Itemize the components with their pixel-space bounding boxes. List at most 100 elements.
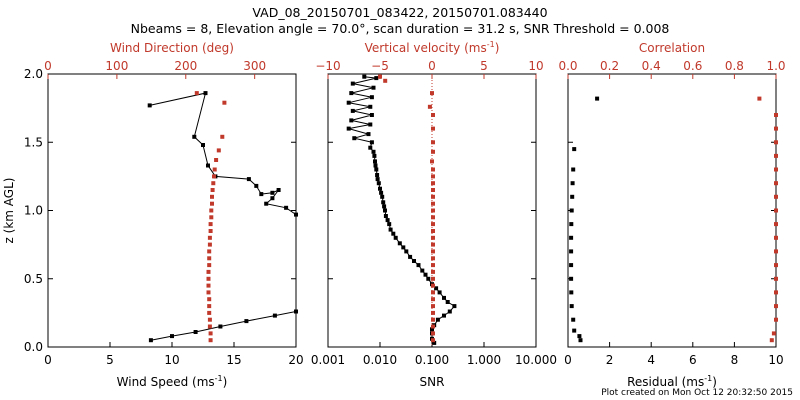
data-point (426, 276, 431, 281)
bottom-tick-label: 0 (44, 353, 52, 367)
data-point (375, 173, 380, 177)
bottom-axis-label: SNR (420, 375, 445, 389)
y-tick-label: 0.5 (24, 272, 43, 286)
data-point (431, 249, 435, 254)
data-point (209, 215, 214, 220)
top-tick-label: 100 (105, 59, 128, 73)
series-line-wind-speed (149, 92, 297, 341)
data-point (383, 214, 388, 218)
data-point (209, 208, 214, 213)
data-point (774, 167, 778, 172)
data-point (431, 256, 435, 261)
data-point (774, 126, 778, 131)
data-point (431, 263, 435, 268)
data-point (207, 310, 212, 315)
data-point (147, 103, 152, 108)
data-point (210, 194, 214, 199)
data-point (442, 313, 446, 318)
y-tick-label: 1.5 (24, 135, 43, 149)
data-point (769, 338, 774, 343)
data-point (170, 334, 174, 339)
data-point (208, 331, 213, 336)
data-point (431, 304, 435, 309)
data-point (387, 222, 392, 227)
data-point (211, 181, 216, 186)
data-point (352, 136, 357, 141)
data-point (369, 113, 374, 117)
data-point (383, 78, 388, 83)
data-point (431, 174, 435, 179)
data-point (375, 177, 380, 182)
data-point (431, 269, 435, 274)
top-tick-label: 0 (428, 59, 436, 73)
data-point (222, 100, 227, 105)
data-point (452, 304, 457, 309)
data-point (431, 222, 435, 227)
top-tick-label: 0 (44, 59, 52, 73)
data-point (774, 194, 778, 199)
data-point (431, 208, 435, 213)
data-point (391, 231, 396, 236)
data-point (207, 324, 212, 329)
data-point (244, 319, 249, 324)
data-point (771, 331, 776, 336)
data-point (435, 317, 440, 322)
top-tick-label: 10 (528, 59, 543, 73)
data-point (431, 149, 435, 154)
data-point (571, 167, 576, 172)
data-point (272, 313, 277, 318)
data-point (442, 295, 446, 300)
data-point (207, 235, 212, 240)
data-point (571, 317, 576, 322)
data-point (374, 167, 379, 172)
data-point (380, 194, 385, 199)
data-point (447, 309, 452, 314)
data-point (431, 331, 435, 336)
data-point (423, 272, 428, 277)
data-point (207, 304, 212, 309)
data-point (206, 276, 211, 281)
data-point (572, 328, 577, 333)
data-point (214, 158, 219, 162)
data-point (192, 134, 197, 139)
data-point (379, 190, 384, 195)
data-point (431, 324, 435, 329)
data-point (381, 200, 386, 205)
bottom-axis-label: Residual (ms-1) (627, 374, 717, 389)
data-point (569, 249, 574, 254)
data-point (431, 188, 435, 192)
data-point (366, 132, 371, 137)
bottom-tick-label: 6 (689, 353, 697, 367)
data-point (207, 297, 212, 302)
data-point (404, 249, 409, 254)
data-point (774, 181, 778, 186)
data-point (420, 268, 425, 273)
bottom-tick-label: 0.010 (363, 353, 397, 367)
title-line-1: VAD_08_20150701_083422, 20150701.083440 (252, 5, 547, 20)
data-point (207, 249, 212, 254)
data-point (774, 276, 778, 281)
data-point (206, 283, 211, 288)
panel-frame-wind (47, 73, 297, 348)
y-tick-label: 2.0 (24, 67, 43, 81)
data-point (294, 309, 298, 314)
data-point (374, 76, 379, 81)
data-point (218, 324, 223, 329)
data-point (431, 317, 435, 322)
data-point (210, 201, 214, 206)
data-point (431, 276, 435, 281)
bottom-tick-label: 10 (164, 353, 179, 367)
data-point (572, 147, 577, 152)
data-point (216, 148, 221, 153)
top-tick-label: 0.2 (600, 59, 619, 73)
data-point (193, 330, 198, 334)
data-point (570, 194, 575, 199)
bottom-axis-label: Wind Speed (ms-1) (117, 374, 228, 389)
data-point (757, 96, 762, 101)
data-point (346, 126, 351, 131)
y-tick-label: 1.0 (24, 204, 43, 218)
data-point (350, 81, 355, 86)
top-tick-label: 1.0 (766, 59, 785, 73)
data-point (270, 190, 275, 195)
